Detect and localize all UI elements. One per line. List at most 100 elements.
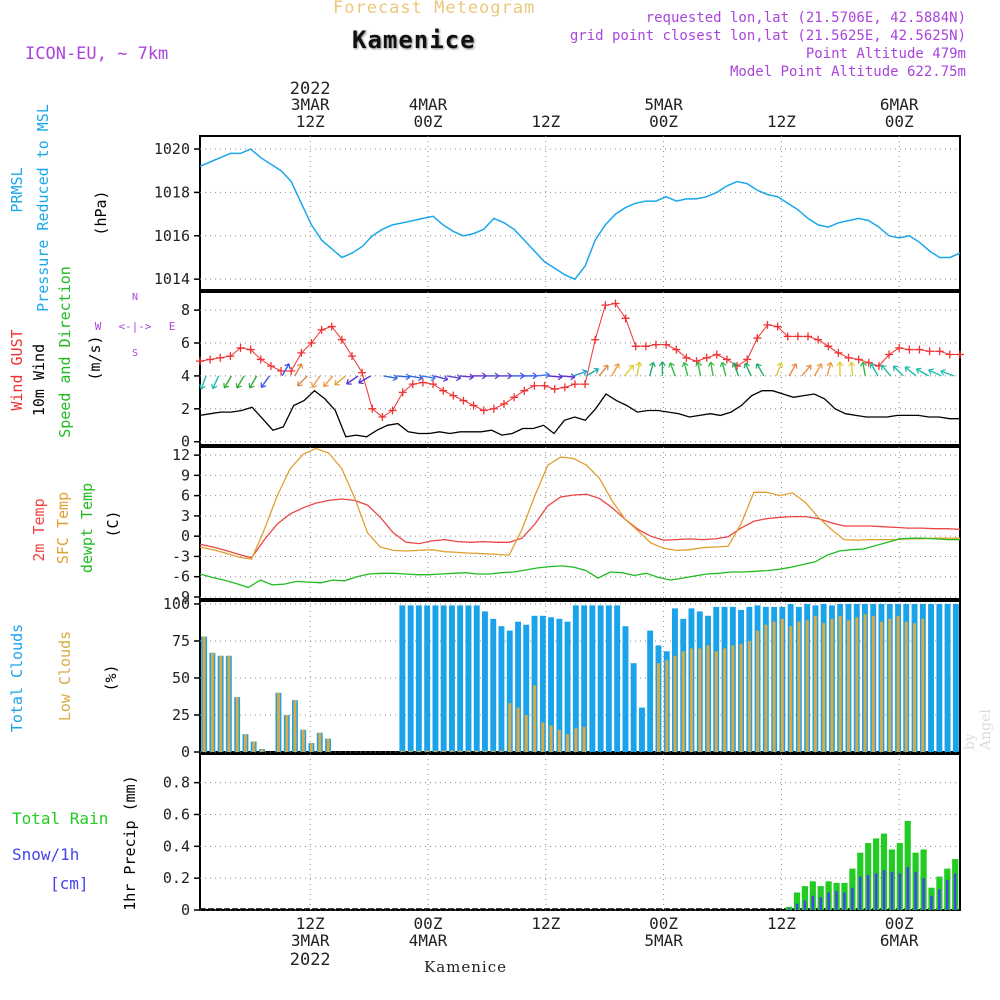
wind-arrowhead-50: [836, 361, 844, 367]
total-cloud-bar-47: [589, 605, 596, 752]
gust-marker-72: [925, 347, 934, 356]
wind-arrowhead-31: [602, 364, 609, 371]
top-axis-hour-1: 00Z: [414, 112, 443, 131]
label-total-clouds: Total Clouds: [8, 624, 26, 732]
low-cloud-bar-58: [681, 651, 685, 752]
rain-bar-3: [809, 881, 816, 910]
series-line-sfc-temp: [199, 447, 960, 560]
y-axis-clouds: 0 25 50 75 100: [163, 595, 960, 761]
low-cloud-bar-27: [425, 750, 429, 752]
gust-marker-41: [611, 299, 620, 308]
low-cloud-bar-38: [516, 707, 520, 752]
total-cloud-bar-40: [531, 615, 538, 752]
gust-marker-47: [672, 345, 681, 354]
total-cloud-bar-31: [457, 605, 464, 752]
wind-arrowhead-42: [731, 362, 739, 368]
wind-arrow-41: [721, 362, 727, 377]
gust-marker-38: [581, 380, 590, 389]
wind-arrow-57: [916, 368, 929, 377]
ytick-label-temp-3: 0: [181, 527, 190, 545]
wind-arrow-39: [697, 361, 702, 377]
total-cloud-bar-34: [482, 611, 488, 752]
wind-arrowhead-51: [848, 361, 856, 367]
snow-bar-2: [803, 900, 807, 910]
total-cloud-bar-53: [639, 707, 645, 752]
low-cloud-bar-55: [657, 663, 660, 752]
wind-arrowhead-9: [311, 382, 317, 388]
gust-marker-30: [500, 399, 508, 408]
total-cloud-bar-41: [539, 615, 546, 752]
low-cloud-bar-7: [260, 749, 264, 752]
wind-arrowhead-39: [695, 361, 703, 367]
low-cloud-bar-60: [698, 648, 702, 752]
label-1hr-precip: 1hr Precip (mm): [121, 775, 139, 910]
gust-marker-8: [277, 366, 286, 375]
low-cloud-bar-84: [896, 615, 900, 752]
wind-arrow-31: [598, 364, 609, 377]
wind-arrow-12: [346, 375, 359, 385]
rain-bar-2: [801, 886, 808, 910]
wind-arrowhead-54: [881, 364, 887, 371]
ytick-label-precip-1: 0.2: [163, 869, 190, 887]
low-cloud-bar-4: [235, 697, 239, 752]
low-cloud-bar-43: [557, 729, 561, 752]
wind-arrowhead-58: [928, 368, 934, 375]
wind-arrowhead-59: [940, 369, 946, 376]
gust-marker-29: [489, 404, 498, 413]
wind-arrow-53: [870, 363, 879, 377]
gust-marker-26: [459, 396, 468, 405]
total-cloud-bar-29: [440, 605, 447, 752]
wind-arrow-48: [813, 363, 823, 377]
low-cloud-bar-13: [310, 743, 313, 752]
gust-marker-34: [540, 381, 549, 390]
bottom-axis-hour-1: 00Z: [414, 914, 443, 933]
wind-arrowhead-14: [392, 374, 398, 382]
snow-bar-12: [882, 870, 886, 910]
wind-arrow-8: [297, 375, 308, 387]
point-altitude: Point Altitude 479m: [805, 46, 966, 62]
wind-arrowhead-36: [658, 361, 666, 367]
wind-arrowhead-48: [816, 363, 823, 369]
wind-arrowhead-12: [346, 379, 352, 385]
low-cloud-bar-9: [277, 692, 280, 752]
gust-marker-54: [743, 355, 752, 364]
total-cloud-bar-90: [944, 604, 951, 752]
bottom-axis-hour-0: 12Z: [296, 914, 325, 933]
gust-marker-42: [621, 314, 630, 323]
label-hpa: (hPa): [92, 190, 110, 235]
total-cloud-bar-50: [614, 605, 621, 752]
low-cloud-bar-77: [838, 615, 842, 752]
gust-marker-10: [297, 348, 306, 357]
ytick-label-clouds-1: 25: [172, 706, 190, 724]
low-cloud-bar-83: [888, 618, 892, 752]
wind-arrowhead-30: [593, 367, 600, 374]
wind-arrowhead-6: [284, 363, 291, 369]
wind-arrow-47: [801, 364, 812, 377]
low-cloud-bar-3: [227, 655, 231, 752]
y-axis-temp: -9 -6 -3 0 3 6 9 12: [172, 446, 960, 606]
wind-arrowhead-53: [869, 363, 876, 369]
snow-bar-16: [914, 871, 917, 910]
compass-s: S: [132, 348, 138, 359]
wind-arrowhead-41: [719, 361, 727, 368]
gust-marker-32: [520, 386, 529, 395]
wind-arrow-7: [294, 363, 303, 377]
low-cloud-bar-35: [491, 750, 495, 752]
ytick-label-precip-4: 0.8: [163, 774, 190, 792]
ytick-label-temp-2: -3: [172, 547, 190, 565]
wind-arrowhead-40: [707, 361, 715, 367]
gust-marker-23: [429, 380, 438, 389]
wind-arrow-13: [358, 375, 372, 384]
gust-marker-24: [439, 386, 448, 395]
total-cloud-bar-25: [407, 605, 414, 752]
wind-arrowhead-4: [248, 383, 255, 389]
gust-marker-27: [469, 401, 478, 410]
ytick-label-temp-6: 9: [181, 466, 190, 484]
gust-marker-9: [287, 366, 296, 375]
gust-marker-1: [206, 355, 215, 364]
ytick-label-wind-4: 8: [181, 301, 190, 319]
footer-location: Kamenice: [424, 958, 507, 976]
ytick-label-wind-3: 6: [181, 334, 190, 352]
wind-arrow-29: [573, 370, 588, 377]
